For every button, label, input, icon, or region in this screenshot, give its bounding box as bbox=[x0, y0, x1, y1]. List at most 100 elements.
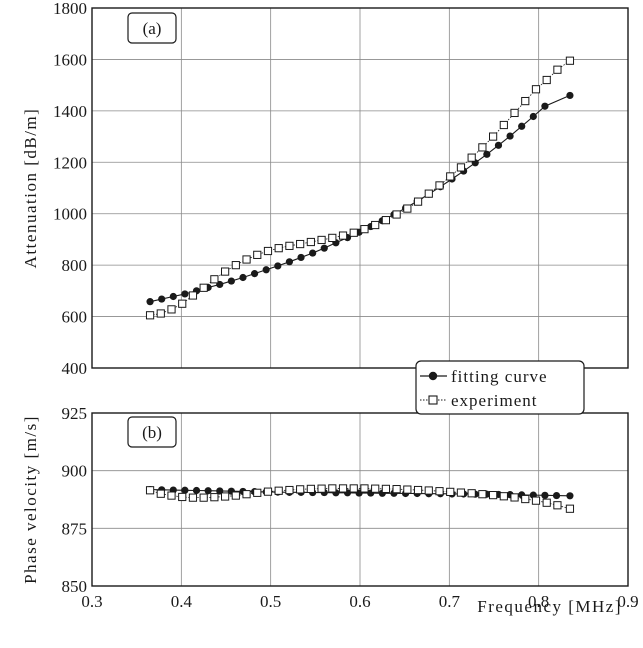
point-experiment bbox=[317, 484, 326, 493]
point-experiment bbox=[296, 485, 305, 494]
point-experiment bbox=[274, 486, 283, 495]
point-experiment bbox=[349, 228, 358, 237]
point-fitting-curve bbox=[483, 150, 491, 158]
point-experiment bbox=[371, 220, 380, 230]
y-tick-label: 925 bbox=[62, 404, 88, 423]
point-fitting-curve bbox=[250, 270, 259, 278]
point-experiment bbox=[178, 299, 187, 308]
point-experiment bbox=[456, 163, 466, 172]
point-experiment bbox=[306, 484, 315, 493]
point-experiment bbox=[392, 210, 401, 219]
panel-a-label-box: (a) bbox=[127, 12, 177, 44]
legend-frame bbox=[415, 360, 585, 415]
point-experiment bbox=[467, 153, 476, 162]
point-fitting-curve bbox=[262, 266, 270, 274]
point-experiment bbox=[167, 491, 176, 500]
panel-b-label-frame bbox=[127, 416, 177, 448]
point-experiment bbox=[521, 96, 530, 106]
point-experiment bbox=[263, 487, 273, 496]
point-fitting-curve bbox=[566, 91, 574, 100]
point-experiment bbox=[263, 246, 273, 256]
legend-experiment-marker bbox=[428, 395, 438, 405]
point-experiment bbox=[510, 493, 519, 502]
y-tick-label: 600 bbox=[62, 308, 88, 327]
point-experiment bbox=[499, 492, 508, 501]
y-tick-label: 1600 bbox=[53, 50, 87, 69]
point-experiment bbox=[360, 484, 369, 493]
point-experiment bbox=[156, 309, 165, 318]
y-tick-label: 1800 bbox=[53, 0, 87, 18]
point-fitting-curve bbox=[239, 273, 247, 282]
point-experiment bbox=[542, 498, 551, 507]
y-tick-label: 1200 bbox=[53, 153, 87, 172]
point-experiment bbox=[274, 244, 283, 253]
panel-a-y-tick-labels: 400 600 800 1000 1200 1400 1600 1800 bbox=[53, 0, 87, 378]
y-tick-label: 800 bbox=[62, 256, 88, 275]
point-fitting-curve bbox=[285, 258, 294, 266]
x-tick-label: 0.7 bbox=[439, 592, 461, 611]
point-experiment bbox=[489, 491, 498, 500]
point-experiment bbox=[188, 291, 198, 300]
y-tick-label: 1400 bbox=[53, 102, 87, 121]
point-experiment bbox=[403, 204, 412, 213]
point-experiment bbox=[435, 487, 444, 496]
point-experiment bbox=[253, 250, 262, 259]
point-experiment bbox=[565, 56, 575, 65]
y-tick-label: 850 bbox=[62, 577, 88, 596]
point-fitting-curve bbox=[204, 487, 212, 495]
point-fitting-curve bbox=[169, 292, 177, 301]
point-fitting-curve bbox=[192, 486, 201, 495]
point-experiment bbox=[553, 501, 562, 510]
point-experiment bbox=[317, 235, 326, 245]
point-experiment bbox=[413, 197, 423, 206]
x-tick-label: 0.3 bbox=[81, 592, 102, 611]
panel-b-marks bbox=[145, 484, 575, 513]
point-experiment bbox=[338, 231, 348, 240]
panel-a-marks bbox=[145, 56, 575, 320]
panel-a-frame bbox=[91, 7, 629, 369]
point-fitting-curve bbox=[566, 492, 574, 500]
x-tick-label: 0.6 bbox=[349, 592, 370, 611]
point-fitting-curve bbox=[541, 491, 549, 499]
point-experiment bbox=[145, 486, 155, 495]
series-line-experiment bbox=[149, 488, 571, 510]
point-experiment bbox=[478, 490, 487, 499]
point-experiment bbox=[446, 172, 455, 181]
legend-item-experiment: experiment bbox=[420, 391, 536, 410]
point-fitting-curve bbox=[309, 249, 317, 257]
point-experiment bbox=[392, 485, 401, 494]
point-experiment bbox=[199, 493, 208, 502]
point-experiment bbox=[178, 492, 187, 502]
point-experiment bbox=[231, 491, 240, 500]
panel-a-label: (a) bbox=[143, 19, 162, 38]
point-experiment bbox=[424, 189, 433, 198]
y-tick-label: 400 bbox=[62, 359, 88, 378]
point-fitting-curve bbox=[181, 486, 189, 494]
legend-fitting-curve-label: fitting curve bbox=[451, 367, 548, 386]
point-fitting-curve bbox=[552, 491, 561, 500]
point-experiment bbox=[167, 305, 176, 314]
point-experiment bbox=[435, 181, 444, 190]
point-experiment bbox=[424, 486, 433, 495]
point-experiment bbox=[328, 484, 337, 493]
point-fitting-curve bbox=[227, 277, 235, 285]
point-fitting-curve bbox=[181, 290, 189, 298]
legend: fitting curve experiment bbox=[415, 360, 585, 415]
series-line-experiment bbox=[150, 60, 571, 316]
point-experiment bbox=[156, 489, 165, 498]
point-experiment bbox=[338, 484, 348, 493]
point-experiment bbox=[210, 275, 219, 284]
point-experiment bbox=[371, 484, 380, 493]
point-experiment bbox=[221, 267, 230, 276]
point-experiment bbox=[306, 237, 315, 247]
point-experiment bbox=[360, 225, 369, 234]
point-experiment bbox=[403, 485, 412, 494]
panel-b-y-axis-title: Phase velocity [m/s] bbox=[21, 415, 40, 584]
point-experiment bbox=[349, 484, 358, 493]
point-experiment bbox=[145, 311, 155, 320]
y-tick-label: 875 bbox=[62, 519, 88, 538]
point-experiment bbox=[242, 490, 251, 499]
point-fitting-curve bbox=[494, 141, 503, 149]
